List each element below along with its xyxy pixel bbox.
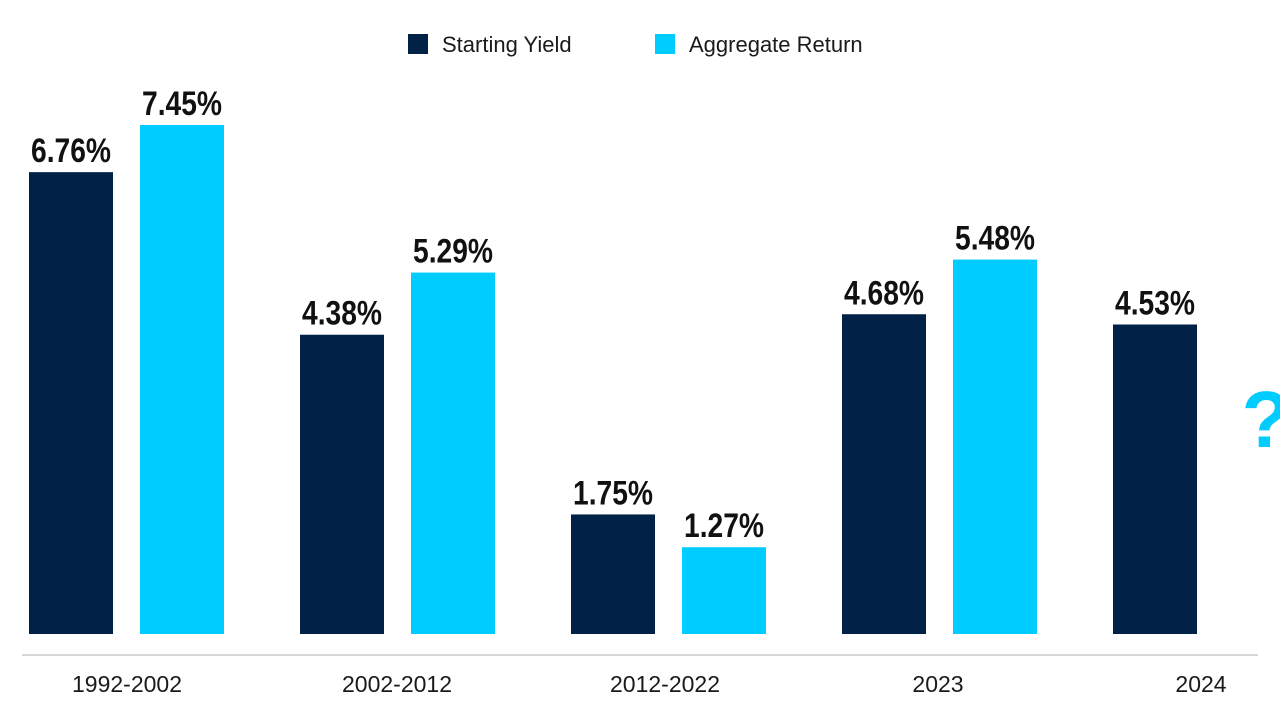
value-labels: 6.76% 7.45% 4.38% 5.29% 1.75% 1.27% 4.68% 5.48%… <box>31 85 1280 545</box>
legend-swatch-0 <box>408 34 428 54</box>
value-label-1-3: 5.48% <box>955 220 1035 258</box>
bar-1-2 <box>682 547 766 634</box>
x-tick-label-1: 2002-2012 <box>342 671 452 697</box>
unknown-marker-4: ? <box>1242 375 1280 464</box>
bar-0-3 <box>842 314 926 634</box>
bar-0-4 <box>1113 324 1197 634</box>
x-tick-label-0: 1992-2002 <box>72 671 182 697</box>
value-label-0-0: 6.76% <box>31 132 111 170</box>
x-axis: 1992-2002 2002-2012 2012-2022 2023 2024 <box>22 654 1258 697</box>
bar-1-1 <box>411 272 495 634</box>
legend-swatch-1 <box>655 34 675 54</box>
bar-0-0 <box>29 172 113 635</box>
value-label-0-3: 4.68% <box>844 274 924 312</box>
bar-1-3 <box>953 259 1037 634</box>
x-tick-label-2: 2012-2022 <box>610 671 720 697</box>
bar-1-0 <box>140 125 224 634</box>
bar-0-2 <box>571 514 655 634</box>
legend: Starting Yield Aggregate Return <box>408 32 863 57</box>
x-tick-label-4: 2024 <box>1175 671 1226 697</box>
legend-label-0: Starting Yield <box>442 32 572 57</box>
value-label-0-4: 4.53% <box>1115 285 1195 323</box>
value-label-1-0: 7.45% <box>142 85 222 123</box>
value-label-0-1: 4.38% <box>302 295 382 333</box>
bar-0-1 <box>300 334 384 634</box>
value-label-1-1: 5.29% <box>413 233 493 271</box>
legend-label-1: Aggregate Return <box>689 32 863 57</box>
value-label-0-2: 1.75% <box>573 474 653 512</box>
value-label-1-2: 1.27% <box>684 507 764 545</box>
x-tick-label-3: 2023 <box>912 671 963 697</box>
bars <box>29 125 1197 635</box>
